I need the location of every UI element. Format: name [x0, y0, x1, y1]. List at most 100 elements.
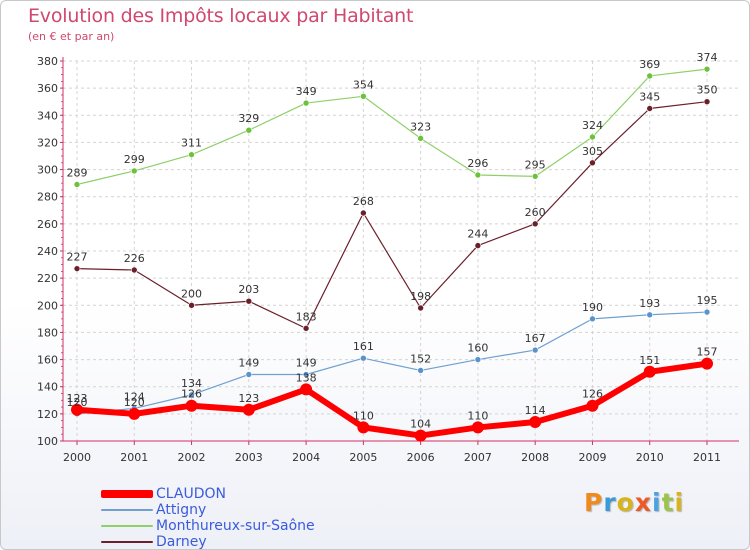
data-label-monthureux-sur-sa-ne: 329 [238, 112, 259, 125]
data-point-darney [703, 98, 711, 106]
data-point-monthureux-sur-sa-ne [188, 151, 195, 158]
chart-title: Evolution des Impôts locaux par Habitant [28, 5, 414, 27]
data-point-monthureux-sur-sa-ne [703, 65, 711, 73]
data-point-darney [589, 159, 596, 167]
data-label-claudon: 138 [296, 371, 317, 384]
data-label-monthureux-sur-sa-ne: 349 [296, 85, 317, 98]
series-line-claudon [74, 360, 710, 439]
data-point-monthureux-sur-sa-ne [646, 72, 654, 80]
data-point-darney [474, 242, 482, 249]
axes: 100 120 140 160 180 200 220 240 260 280 300 320 340 3… [37, 55, 739, 464]
data-point-claudon [414, 429, 427, 442]
y-tick-label: 100 [37, 435, 58, 448]
legend-label-monthureux-sur-sa-ne: Monthureux-sur-Saône [156, 518, 315, 534]
data-label-claudon: 114 [525, 404, 546, 417]
data-label-monthureux-sur-sa-ne: 295 [525, 158, 546, 171]
data-point-attigny [589, 315, 596, 323]
data-label-claudon: 104 [410, 418, 431, 431]
data-label-attigny: 167 [525, 332, 546, 345]
data-point-attigny [188, 391, 195, 399]
series [71, 65, 713, 442]
data-label-claudon: 123 [238, 392, 259, 405]
data-point-claudon [242, 403, 255, 416]
data-point-monthureux-sur-sa-ne [130, 167, 138, 175]
x-tick-label: 2000 [63, 451, 91, 464]
data-point-attigny [474, 356, 482, 363]
data-point-claudon [471, 421, 484, 434]
data-label-attigny: 195 [697, 294, 718, 307]
legend-item-darney: Darney [101, 534, 315, 549]
data-point-attigny [703, 308, 711, 316]
data-label-darney: 183 [296, 310, 317, 323]
data-label-darney: 268 [353, 195, 374, 208]
data-label-claudon: 126 [582, 388, 603, 401]
data-label-attigny: 161 [353, 340, 374, 353]
data-label-attigny: 120 [67, 396, 88, 409]
data-label-monthureux-sur-sa-ne: 374 [697, 51, 718, 64]
data-point-monthureux-sur-sa-ne [531, 173, 539, 180]
data-point-attigny [646, 311, 654, 319]
data-label-darney: 345 [639, 91, 660, 104]
data-point-monthureux-sur-sa-ne [302, 99, 310, 107]
y-tick-label: 180 [37, 326, 58, 339]
data-point-claudon [529, 416, 542, 428]
y-tick-label: 320 [37, 136, 58, 149]
data-label-attigny: 193 [639, 297, 660, 310]
data-label-darney: 350 [697, 84, 718, 97]
data-label-monthureux-sur-sa-ne: 369 [639, 58, 660, 71]
logo-letter: x [634, 488, 652, 517]
data-label-attigny: 190 [582, 301, 603, 314]
data-label-monthureux-sur-sa-ne: 323 [410, 120, 431, 133]
legend-label-attigny: Attigny [156, 502, 207, 518]
data-point-monthureux-sur-sa-ne [589, 133, 596, 141]
x-tick-label: 2009 [578, 451, 606, 464]
data-label-darney: 198 [410, 290, 431, 303]
data-point-claudon [701, 357, 713, 370]
series-line-monthureux-sur-sa-ne [76, 68, 708, 186]
data-point-monthureux-sur-sa-ne [73, 181, 81, 188]
grid [63, 60, 739, 442]
x-tick-label: 2005 [349, 451, 377, 464]
data-label-attigny: 124 [124, 390, 145, 403]
data-label-claudon: 126 [181, 388, 202, 401]
data-point-darney [531, 220, 539, 228]
data-label-attigny: 160 [467, 342, 488, 355]
legend-item-attigny: Attigny [101, 502, 315, 518]
y-tick-label: 280 [37, 191, 58, 204]
data-label-monthureux-sur-sa-ne: 354 [353, 78, 374, 91]
data-point-darney [646, 105, 654, 112]
x-tick-label: 2002 [178, 451, 206, 464]
x-tick-label: 2006 [407, 451, 435, 464]
data-point-attigny [245, 371, 253, 378]
data-point-claudon [586, 399, 599, 412]
data-label-darney: 260 [525, 206, 546, 219]
data-label-monthureux-sur-sa-ne: 311 [181, 137, 202, 150]
data-point-monthureux-sur-sa-ne [245, 126, 253, 134]
y-tick-label: 300 [37, 164, 58, 177]
data-point-claudon [71, 403, 83, 416]
data-point-darney [245, 297, 253, 305]
y-tick-label: 260 [37, 218, 58, 231]
y-tick-label: 220 [37, 272, 58, 285]
data-labels: 289 299 311 329 349 354 323 296 295 324 369 374 227 2… [67, 51, 718, 430]
data-label-darney: 227 [67, 251, 88, 264]
chart-subtitle: (en € et par an) [28, 30, 115, 43]
x-tick-label: 2003 [235, 451, 263, 464]
data-label-claudon: 110 [467, 409, 488, 422]
legend: CLAUDON Attigny Monthureux-sur-Saône Darney [101, 486, 315, 549]
y-tick-label: 120 [37, 408, 58, 421]
y-tick-label: 200 [37, 299, 58, 312]
data-point-darney [302, 325, 310, 332]
data-label-attigny: 149 [296, 357, 317, 370]
data-point-darney [360, 209, 367, 217]
legend-item-monthureux-sur-sa-ne: Monthureux-sur-Saône [101, 518, 315, 534]
data-label-attigny: 149 [238, 357, 259, 370]
data-label-darney: 226 [124, 252, 145, 265]
legend-swatch-monthureux-sur-sa-ne [101, 525, 153, 527]
data-label-monthureux-sur-sa-ne: 296 [467, 157, 488, 170]
legend-label-claudon: CLAUDON [156, 486, 226, 502]
series-line-darney [76, 101, 708, 329]
data-label-monthureux-sur-sa-ne: 289 [67, 167, 88, 180]
